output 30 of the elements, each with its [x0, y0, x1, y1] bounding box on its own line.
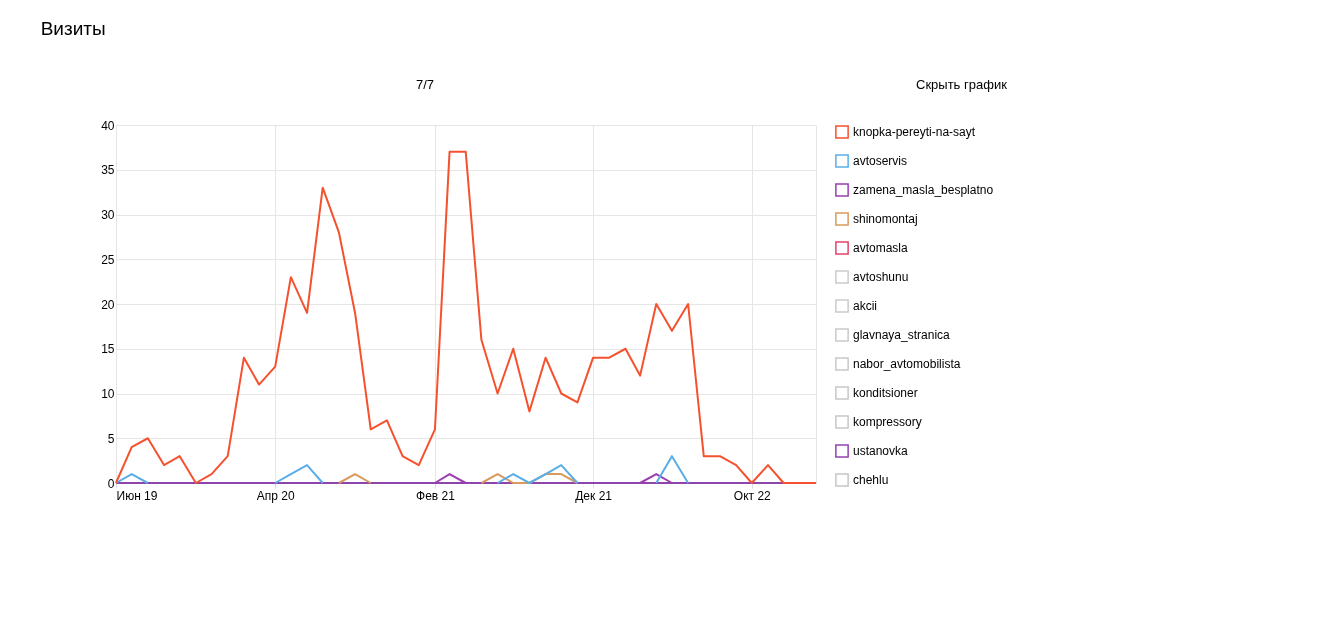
y-tick-label: 0 — [107, 476, 115, 491]
legend-label: ustanovka — [853, 444, 909, 458]
text: 7/7 — [416, 77, 435, 92]
y-tick-label: 15 — [101, 342, 115, 357]
legend-label: zamena_masla_besplatno — [853, 183, 994, 197]
y-tick-label: 5 — [107, 431, 115, 446]
y-tick-label: 35 — [101, 163, 115, 178]
x-tick-label: Окт 22 — [733, 488, 772, 503]
y-tick-label: 40 — [101, 118, 115, 133]
legend-label: akcii — [853, 299, 878, 313]
chart-title: Визиты — [40, 18, 106, 39]
legend-label: avtoservis — [853, 154, 908, 168]
x-tick-label: Июн 19 — [116, 488, 158, 503]
legend-label: nabor_avtomobilista — [853, 357, 961, 371]
text: Скрыть график — [916, 77, 1008, 92]
legend-label: avtoshunu — [853, 270, 909, 284]
y-tick-label: 25 — [101, 252, 115, 267]
legend-label: shinomontaj — [853, 212, 918, 226]
y-tick-label: 30 — [101, 208, 115, 222]
legend-label: chehlu — [853, 473, 889, 487]
x-tick-label: Дек 21 — [575, 488, 613, 503]
legend-label: kompressory — [853, 415, 922, 429]
legend-label: knopka-pereyti-na-sayt — [853, 125, 976, 139]
y-tick-label: 10 — [101, 387, 115, 401]
legend-label: glavnaya_stranica — [853, 328, 951, 342]
legend-label: avtomasla — [853, 241, 909, 255]
x-tick-label: Апр 20 — [256, 488, 295, 503]
legend-label: konditsioner — [853, 386, 918, 400]
x-tick-label: Фев 21 — [416, 488, 456, 503]
y-tick-label: 20 — [101, 297, 115, 312]
